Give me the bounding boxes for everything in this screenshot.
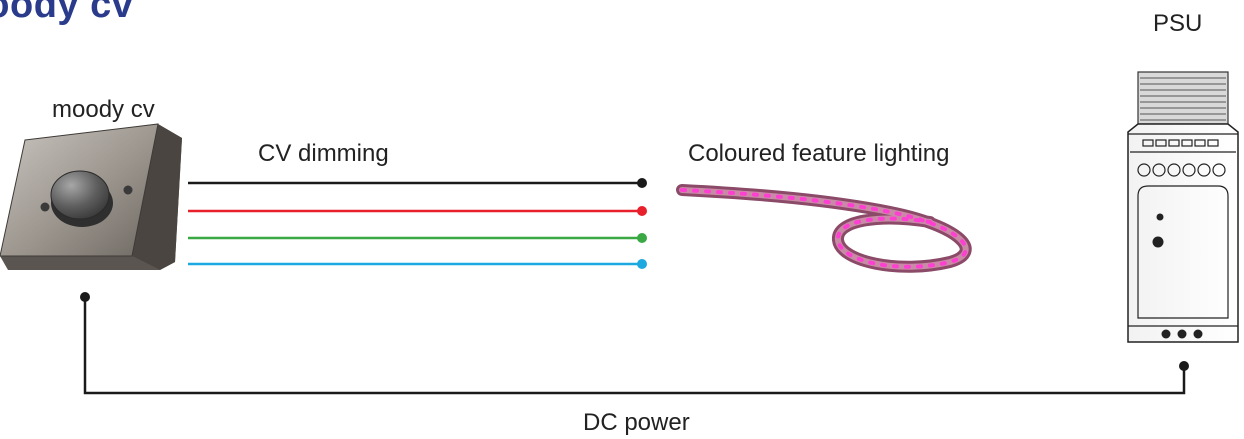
wire-red-terminal [637, 206, 647, 216]
wire-blue-terminal [637, 259, 647, 269]
psu-device [1127, 71, 1239, 343]
dc-power-wire [80, 292, 1189, 395]
psu-label: PSU [1153, 10, 1203, 37]
dimmer-terminal [80, 292, 90, 302]
lighting-label: Coloured feature lighting [688, 140, 950, 167]
screw-icon [123, 185, 133, 195]
led-strip [676, 184, 972, 273]
cv-wires [188, 178, 647, 269]
cv-dimming-label: CV dimming [258, 140, 389, 167]
wire-black-terminal [637, 178, 647, 188]
dc-power-label: DC power [583, 409, 690, 436]
dimmer-device [0, 123, 182, 270]
screw-icon [40, 202, 50, 212]
dimmer-label: moody cv [52, 96, 155, 123]
diagram-title: moody cv [0, 0, 134, 26]
psu-terminal [1179, 361, 1189, 371]
wire-green-terminal [637, 233, 647, 243]
dimmer-knob [50, 170, 113, 227]
